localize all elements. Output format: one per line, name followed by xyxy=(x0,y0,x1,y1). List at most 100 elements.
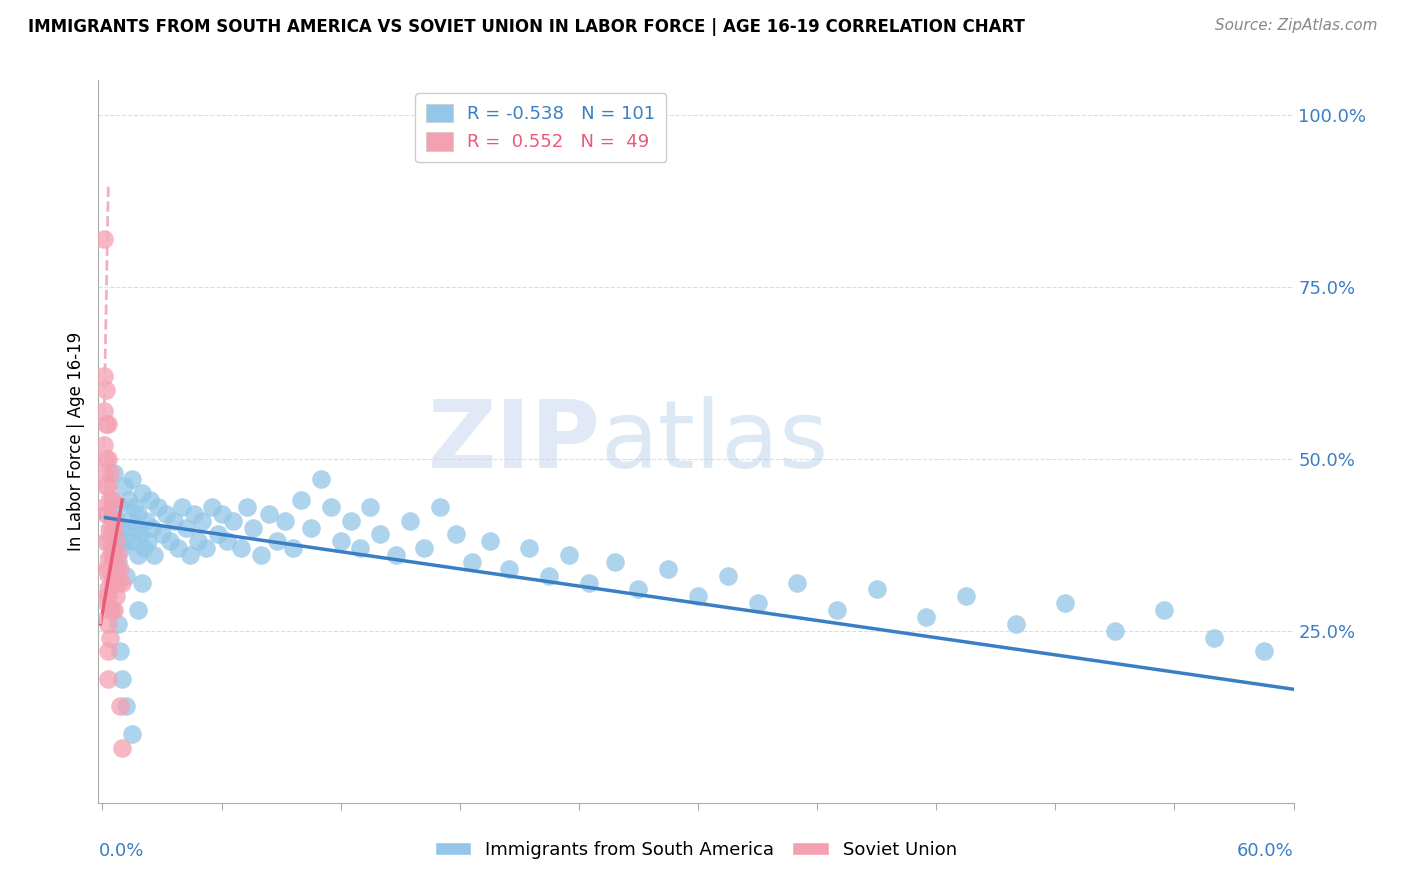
Point xyxy=(498,562,520,576)
Point xyxy=(250,548,273,562)
Text: 60.0%: 60.0% xyxy=(1237,842,1294,860)
Point xyxy=(93,500,115,514)
Point xyxy=(174,520,197,534)
Point xyxy=(98,575,121,590)
Point xyxy=(96,534,118,549)
Point xyxy=(97,507,120,521)
Point xyxy=(98,466,121,480)
Point xyxy=(103,466,125,480)
Point xyxy=(115,534,138,549)
Point xyxy=(97,644,120,658)
Point xyxy=(222,514,245,528)
Point xyxy=(97,562,120,576)
Point xyxy=(96,507,118,521)
Point xyxy=(127,548,149,562)
Point xyxy=(107,555,129,569)
Point xyxy=(166,541,188,556)
Point xyxy=(105,534,128,549)
Point xyxy=(93,231,115,245)
Point xyxy=(825,603,848,617)
Point xyxy=(111,520,134,534)
Point xyxy=(786,575,808,590)
Point xyxy=(111,575,134,590)
Point xyxy=(368,527,391,541)
Point xyxy=(103,520,125,534)
Point xyxy=(159,534,181,549)
Point xyxy=(117,493,139,508)
Point xyxy=(444,527,467,541)
Point xyxy=(127,507,149,521)
Point xyxy=(478,534,501,549)
Point xyxy=(121,472,143,486)
Point xyxy=(107,548,129,562)
Point xyxy=(538,568,561,582)
Point xyxy=(1104,624,1126,638)
Legend: Immigrants from South America, Soviet Union: Immigrants from South America, Soviet Un… xyxy=(427,834,965,866)
Point xyxy=(122,500,145,514)
Point xyxy=(1153,603,1175,617)
Text: Source: ZipAtlas.com: Source: ZipAtlas.com xyxy=(1215,18,1378,33)
Point xyxy=(183,507,205,521)
Point xyxy=(131,486,153,500)
Point xyxy=(135,514,157,528)
Point xyxy=(127,603,149,617)
Point xyxy=(460,555,482,569)
Point xyxy=(132,541,155,556)
Point xyxy=(578,575,600,590)
Point xyxy=(101,493,124,508)
Point xyxy=(93,466,115,480)
Point xyxy=(101,493,124,508)
Point xyxy=(955,590,977,604)
Point xyxy=(207,527,229,541)
Point xyxy=(143,548,166,562)
Point xyxy=(170,500,193,514)
Point xyxy=(274,514,297,528)
Point xyxy=(150,527,173,541)
Point xyxy=(103,575,125,590)
Point xyxy=(190,514,212,528)
Point xyxy=(105,514,128,528)
Point xyxy=(101,603,124,617)
Point xyxy=(98,520,121,534)
Point xyxy=(111,541,134,556)
Point xyxy=(101,548,124,562)
Point xyxy=(98,493,121,508)
Point xyxy=(136,534,159,549)
Point xyxy=(107,527,129,541)
Text: ZIP: ZIP xyxy=(427,395,600,488)
Point xyxy=(558,548,581,562)
Point xyxy=(96,383,118,397)
Point xyxy=(747,596,769,610)
Point xyxy=(111,672,134,686)
Point xyxy=(217,534,239,549)
Point xyxy=(121,534,143,549)
Point xyxy=(141,520,163,534)
Point xyxy=(110,699,132,714)
Point xyxy=(98,631,121,645)
Point xyxy=(257,507,280,521)
Point xyxy=(101,548,124,562)
Point xyxy=(299,520,322,534)
Point xyxy=(98,548,121,562)
Point xyxy=(97,417,120,432)
Point xyxy=(97,534,120,549)
Point xyxy=(146,500,169,514)
Point xyxy=(93,438,115,452)
Point xyxy=(517,541,540,556)
Point xyxy=(111,740,134,755)
Point xyxy=(1004,616,1026,631)
Point xyxy=(1204,631,1226,645)
Point xyxy=(96,479,118,493)
Point xyxy=(101,520,124,534)
Point xyxy=(96,562,118,576)
Point xyxy=(115,568,138,582)
Point xyxy=(603,555,626,569)
Point xyxy=(200,500,222,514)
Point xyxy=(627,582,650,597)
Point xyxy=(96,417,118,432)
Point xyxy=(865,582,887,597)
Point xyxy=(281,541,304,556)
Point xyxy=(211,507,233,521)
Point xyxy=(110,500,132,514)
Point xyxy=(107,616,129,631)
